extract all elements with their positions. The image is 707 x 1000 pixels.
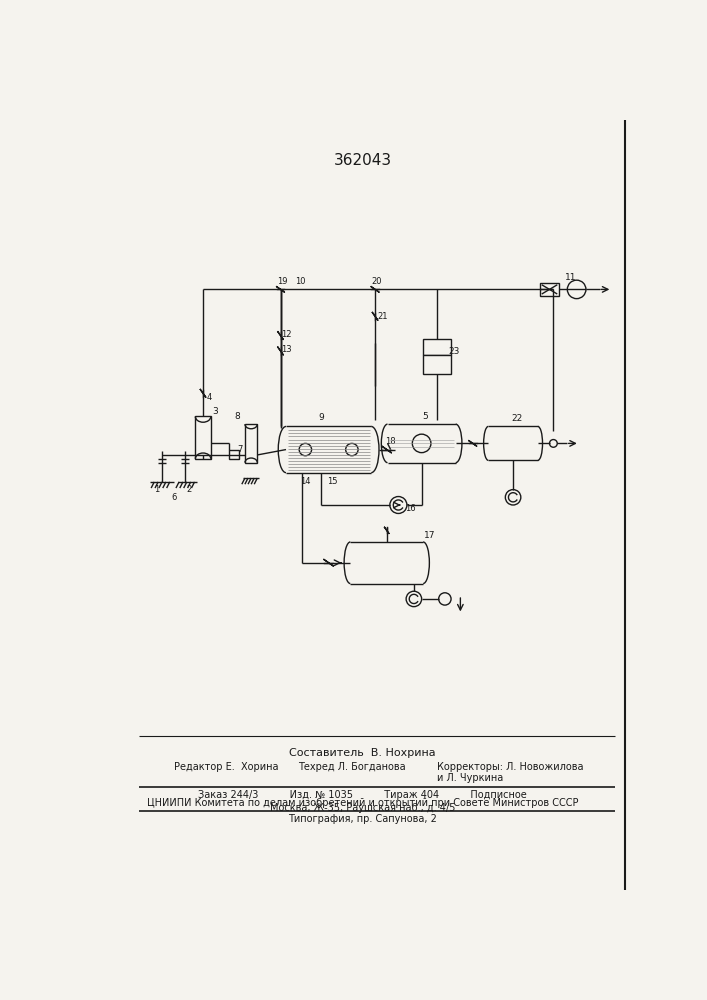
Text: Корректоры: Л. Новожилова: Корректоры: Л. Новожилова	[437, 762, 583, 772]
Text: 15: 15	[327, 477, 338, 486]
Circle shape	[406, 591, 421, 607]
Text: 22: 22	[511, 414, 522, 423]
Text: 10: 10	[295, 277, 305, 286]
Bar	[230, 450, 239, 459]
Text: Типография, пр. Сапунова, 2: Типография, пр. Сапунова, 2	[288, 814, 437, 824]
Text: 13: 13	[281, 345, 292, 354]
Circle shape	[346, 443, 358, 456]
Text: Составитель  В. Нохрина: Составитель В. Нохрина	[289, 748, 436, 758]
Bar	[245, 424, 257, 463]
Text: и Л. Чуркина: и Л. Чуркина	[437, 773, 503, 783]
Text: ЦНИИПИ Комитета по делам изобретений и открытий при Совете Министров СССР: ЦНИИПИ Комитета по делам изобретений и о…	[147, 798, 578, 808]
Circle shape	[438, 593, 451, 605]
Text: 4: 4	[206, 393, 212, 402]
Text: 5: 5	[423, 412, 428, 421]
Text: 1: 1	[154, 485, 159, 494]
Circle shape	[390, 497, 407, 513]
Circle shape	[549, 440, 557, 447]
Text: 9: 9	[318, 413, 324, 422]
Bar	[540, 283, 559, 296]
Circle shape	[506, 490, 521, 505]
Text: 2: 2	[187, 485, 192, 494]
Text: 20: 20	[371, 277, 382, 286]
Text: Заказ 244/3          Изд. № 1035          Тираж 404          Подписное: Заказ 244/3 Изд. № 1035 Тираж 404 Подпис…	[199, 790, 527, 800]
Text: 362043: 362043	[334, 153, 392, 168]
Text: Москва, Ж-35, Раушская наб., д. 4/5: Москва, Ж-35, Раушская наб., д. 4/5	[270, 803, 455, 813]
Text: 14: 14	[300, 477, 310, 486]
Text: 6: 6	[171, 493, 176, 502]
Text: 23: 23	[448, 347, 460, 356]
Circle shape	[567, 280, 586, 299]
Circle shape	[299, 443, 312, 456]
Text: 16: 16	[404, 504, 415, 513]
Text: Техред Л. Богданова: Техред Л. Богданова	[298, 762, 405, 772]
Text: 8: 8	[234, 412, 240, 421]
Text: 3: 3	[212, 407, 218, 416]
Bar	[195, 416, 211, 459]
Text: 18: 18	[385, 437, 396, 446]
Text: 7: 7	[238, 445, 243, 454]
Text: 21: 21	[378, 312, 388, 321]
Text: 17: 17	[423, 531, 435, 540]
Text: Редактор Е.  Хорина: Редактор Е. Хорина	[174, 762, 278, 772]
Bar	[423, 339, 451, 355]
Text: 19: 19	[277, 277, 287, 286]
Text: 11: 11	[566, 273, 577, 282]
Circle shape	[412, 434, 431, 453]
Text: 12: 12	[281, 330, 292, 339]
Bar	[423, 355, 451, 374]
